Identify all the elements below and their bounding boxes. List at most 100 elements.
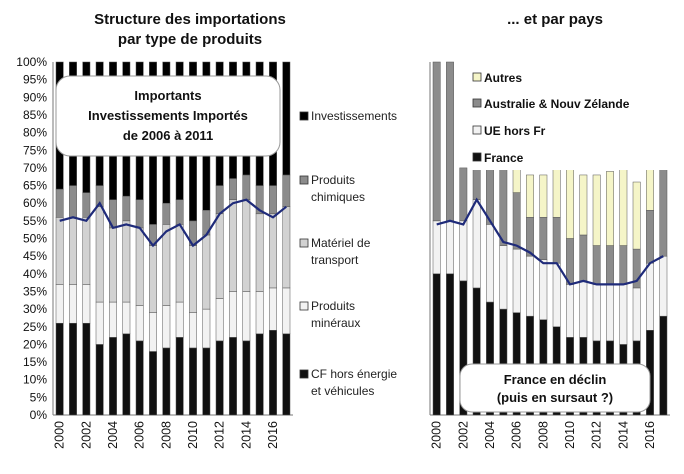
left-bar-2005-s2	[122, 220, 131, 303]
right-bar-2013-s1	[606, 284, 614, 342]
left-bar-2002-s3	[82, 192, 91, 218]
y-tick-label: 25%	[23, 320, 47, 334]
left-bar-2009-s3	[175, 199, 184, 225]
left-bar-2000-s1	[55, 284, 64, 324]
right-bar-2012-s2	[592, 245, 601, 285]
left-bar-2014-s0	[242, 340, 251, 416]
legend-swatch-materiel-transport	[299, 238, 309, 248]
x-tick-label: 2006	[133, 421, 147, 449]
right-bar-2010-s1	[566, 284, 574, 338]
right-bar-2014-s1	[619, 284, 628, 345]
legend-swatch-ue-hors-fr	[472, 125, 482, 135]
right-bar-2015-s3	[632, 181, 641, 250]
left-bar-2007-s0	[149, 351, 157, 416]
left-bar-2013-s3	[229, 178, 237, 200]
right-bar-2013-s3	[606, 171, 614, 246]
legend-label-produits-chimiques-2: chimiques	[311, 190, 365, 204]
left-bar-2016-s1	[269, 287, 277, 331]
x-tick-label: 2000	[430, 421, 444, 449]
right-bar-2007-s3	[526, 174, 534, 218]
left-bar-2012-s1	[215, 298, 224, 342]
left-bar-2004-s1	[109, 301, 117, 338]
legend-label-australie: Australie & Nouv Zélande	[484, 97, 630, 111]
y-tick-label: 20%	[23, 337, 47, 351]
right-bar-2017-s2	[659, 167, 668, 257]
right-legend: Autres Australie & Nouv Zélande UE hors …	[468, 70, 668, 170]
right-legend-bg	[468, 70, 668, 170]
left-bar-2009-s2	[175, 224, 184, 303]
left-bar-2002-s1	[82, 284, 91, 324]
x-tick-label: 2006	[510, 421, 524, 449]
left-bar-2008-s0	[162, 347, 171, 416]
legend-label-autres: Autres	[484, 71, 522, 85]
left-bar-2011-s1	[202, 308, 211, 349]
left-bar-2012-s3	[215, 185, 224, 215]
left-bar-2016-s0	[269, 330, 277, 416]
left-bar-2000-s3	[55, 188, 64, 218]
left-bar-2014-s3	[242, 174, 251, 200]
right-annotation: France en déclin (puis en sursaut ?)	[459, 363, 651, 413]
legend-swatch-australie	[472, 98, 482, 108]
right-bar-2017-s1	[659, 255, 668, 317]
left-bar-2012-s2	[215, 213, 224, 299]
legend-label-materiel-transport-2: transport	[311, 253, 359, 267]
legend-swatch-produits-chimiques	[299, 175, 309, 185]
left-bar-2006-s3	[135, 199, 144, 229]
right-bar-2000-s0	[432, 273, 441, 416]
legend-label-produits-mineraux-2: minéraux	[311, 316, 360, 330]
legend-swatch-investissements	[299, 111, 309, 121]
right-bar-2007-s1	[526, 255, 534, 317]
y-tick-label: 100%	[16, 55, 47, 69]
left-bar-2010-s1	[189, 312, 197, 349]
x-tick-label: 2010	[186, 421, 200, 449]
right-chart-title: ... et par pays	[507, 11, 603, 28]
left-bar-2006-s1	[135, 305, 144, 342]
legend-label-materiel-transport-1: Matériel de	[311, 236, 371, 250]
left-bar-2015-s2	[255, 213, 264, 292]
left-bar-2015-s0	[255, 333, 264, 416]
left-bar-2017-s4	[282, 61, 291, 176]
y-tick-label: 50%	[23, 232, 47, 246]
left-bar-2017-s0	[282, 333, 291, 416]
y-tick-label: 15%	[23, 355, 47, 369]
left-bar-2005-s3	[122, 195, 131, 222]
left-bar-2005-s1	[122, 301, 131, 335]
right-bar-2005-s1	[499, 245, 508, 310]
left-annotation-box	[55, 75, 281, 157]
left-bar-2001-s2	[69, 217, 77, 285]
right-bar-2012-s3	[592, 174, 601, 246]
left-bar-2001-s1	[69, 284, 77, 324]
left-bar-2014-s2	[242, 199, 251, 292]
left-bar-2007-s2	[149, 245, 157, 313]
left-bar-2001-s0	[69, 322, 77, 416]
left-bar-2008-s1	[162, 305, 171, 349]
left-bar-2017-s3	[282, 174, 291, 207]
y-tick-label: 10%	[23, 373, 47, 387]
left-bar-2006-s2	[135, 227, 144, 306]
right-bar-2014-s3	[619, 167, 628, 246]
y-tick-label: 35%	[23, 284, 47, 298]
x-tick-label: 2002	[79, 421, 93, 449]
y-tick-label: 30%	[23, 302, 47, 316]
x-tick-label: 2008	[159, 421, 173, 449]
left-bar-2013-s1	[229, 291, 237, 338]
legend-swatch-autres	[472, 72, 482, 82]
right-bar-2000-s1	[432, 220, 441, 275]
right-bar-2001-s0	[446, 273, 454, 416]
right-annotation-box	[459, 363, 651, 413]
x-tick-label: 2012	[590, 421, 604, 449]
right-bar-2009-s3	[552, 167, 561, 218]
right-bar-2010-s2	[566, 238, 574, 285]
y-tick-label: 60%	[23, 196, 47, 210]
left-bar-2007-s1	[149, 312, 157, 352]
y-tick-label: 85%	[23, 108, 47, 122]
y-tick-label: 80%	[23, 126, 47, 140]
x-tick-label: 2008	[536, 421, 550, 449]
right-bar-2010-s3	[566, 167, 574, 239]
x-tick-label: 2016	[643, 421, 657, 449]
y-tick-label: 90%	[23, 90, 47, 104]
left-bar-2016-s2	[269, 213, 277, 289]
y-tick-label: 45%	[23, 249, 47, 263]
right-bar-2002-s2	[459, 167, 468, 222]
x-tick-label: 2014	[616, 421, 630, 449]
